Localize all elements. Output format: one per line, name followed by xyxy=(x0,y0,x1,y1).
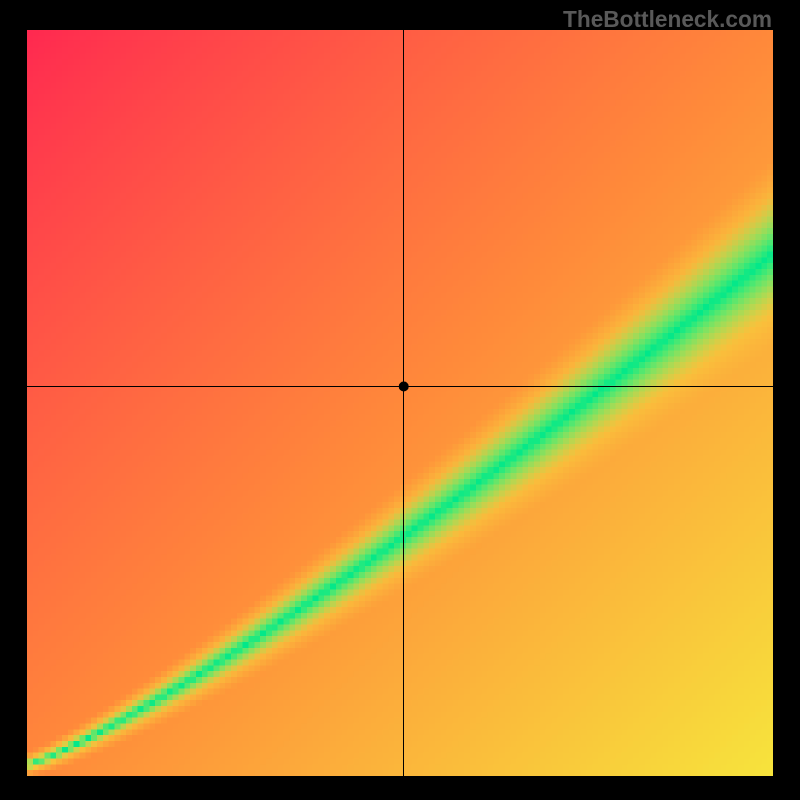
marker-overlay xyxy=(27,30,773,776)
watermark-text: TheBottleneck.com xyxy=(563,6,772,33)
heatmap-plot-area xyxy=(27,30,773,776)
chart-frame: TheBottleneck.com xyxy=(0,0,800,800)
